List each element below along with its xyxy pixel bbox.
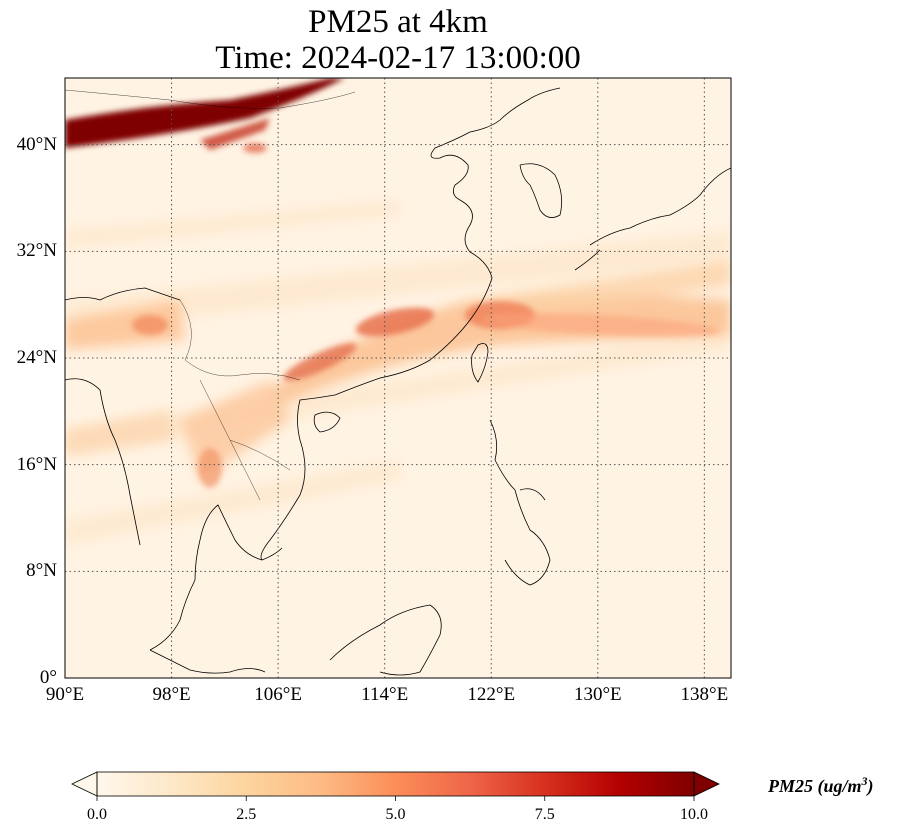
- lon-label: 106°E: [254, 684, 302, 705]
- coastlines: [65, 87, 731, 676]
- map-frame: [64, 77, 732, 679]
- colorbar-extend-min: [71, 771, 98, 797]
- lon-label: 114°E: [361, 684, 409, 705]
- colorbar-tick-label: 5.0: [385, 806, 406, 823]
- map-title-line2: Time: 2024-02-17 13:00:00: [215, 40, 581, 76]
- colorbar-tick-label: 7.5: [534, 806, 555, 823]
- colorbar-gradient: [97, 772, 694, 796]
- lat-label: 8°N: [26, 560, 57, 582]
- pm25-field: [65, 78, 731, 678]
- colorbar: [71, 771, 720, 801]
- lon-label: 130°E: [573, 684, 622, 705]
- borders: [65, 89, 356, 501]
- lon-label: 98°E: [152, 684, 191, 705]
- colorbar-tick-label: 10.0: [680, 806, 708, 823]
- lon-label: 138°E: [680, 684, 729, 705]
- map-title-line1: PM25 at 4km: [308, 4, 488, 40]
- lat-label: 0°: [39, 667, 57, 688]
- colorbar-extend-max: [693, 771, 720, 797]
- lat-label: 32°N: [16, 240, 57, 262]
- lat-label: 24°N: [16, 347, 57, 368]
- lon-label: 122°E: [467, 684, 516, 705]
- lon-label: 90°E: [45, 684, 85, 705]
- gridlines: [65, 78, 731, 678]
- colorbar-tick-label: 0.0: [87, 806, 107, 823]
- colorbar-label: PM25 (ug/m3): [768, 774, 874, 796]
- lat-label: 40°N: [16, 133, 57, 155]
- lat-label: 16°N: [16, 453, 57, 475]
- colorbar-tick-label: 2.5: [236, 806, 257, 823]
